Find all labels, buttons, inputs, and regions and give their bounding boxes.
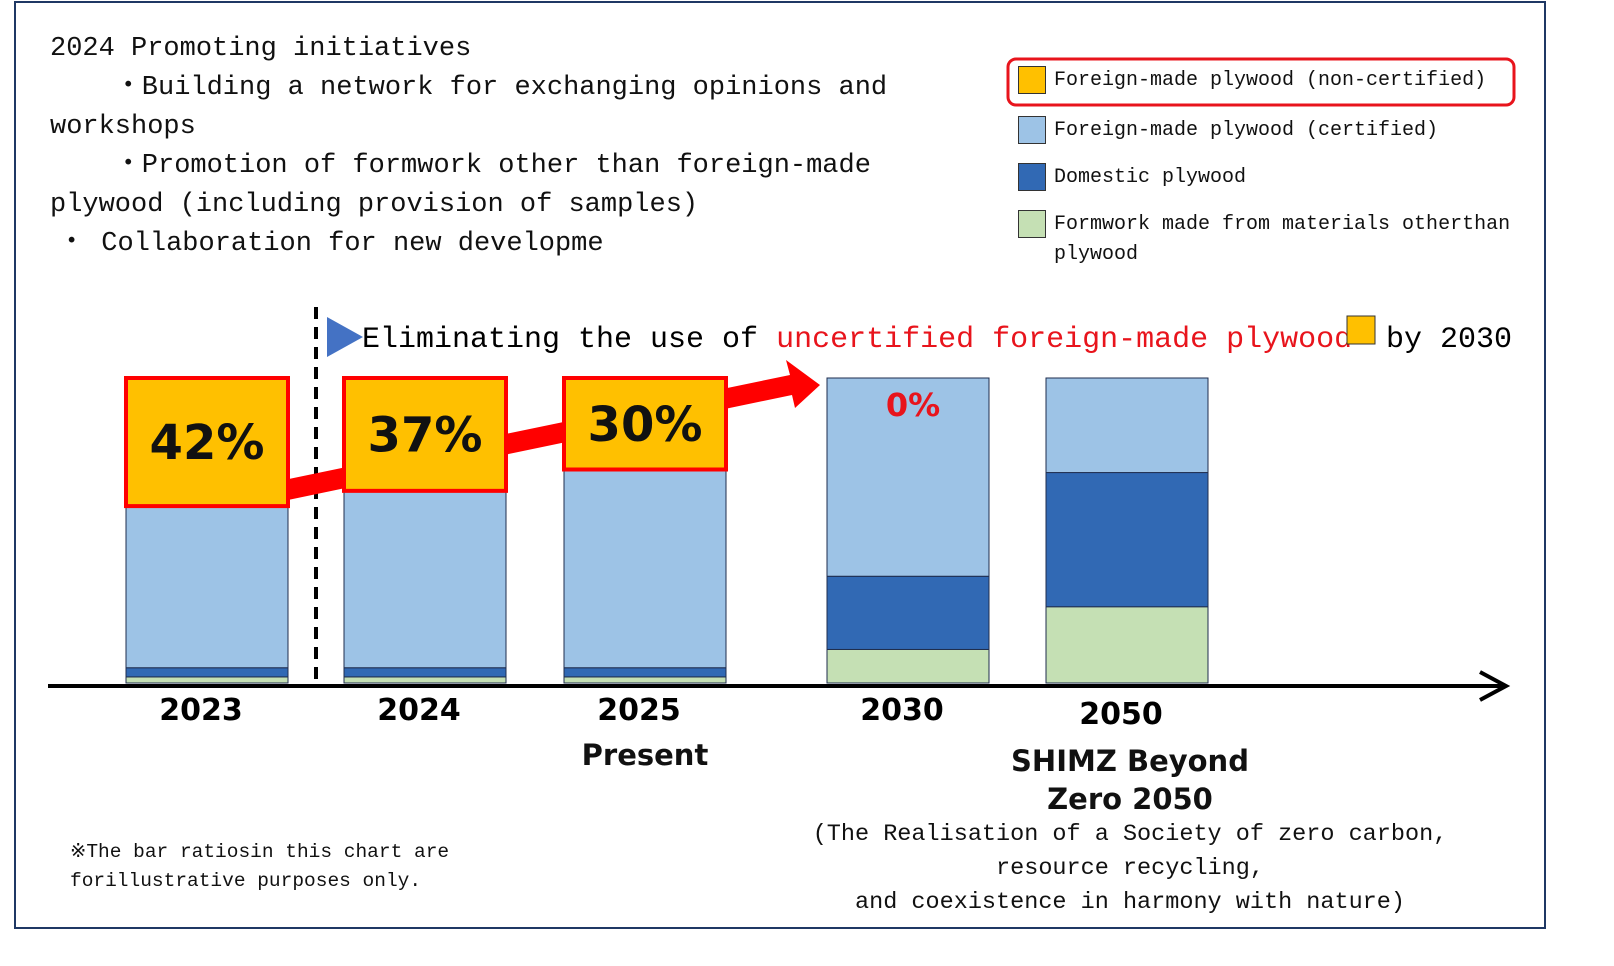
- legend-swatch: [1018, 163, 1046, 191]
- x-tick-label: 2030: [860, 693, 944, 728]
- headline-suffix: by 2030: [1386, 323, 1512, 357]
- note: ・ Collaboration for new developme: [58, 229, 604, 259]
- bar-segment: [826, 377, 990, 577]
- data-label: 30%: [588, 397, 703, 453]
- goal-detail: (The Realisation of a Society of zero ca…: [780, 818, 1480, 920]
- bar-segment: [343, 676, 507, 684]
- frame: [14, 1, 1546, 929]
- bar-segment: [125, 667, 289, 678]
- data-label: 37%: [368, 407, 483, 463]
- bar-segment: [343, 490, 507, 669]
- x-tick-label: 2050: [1079, 697, 1163, 732]
- legend-label: Formwork made from materials otherthan p…: [1054, 213, 1511, 266]
- note: 2024 Promoting initiatives: [50, 34, 472, 64]
- goal-detail-line: and coexistence in harmony with nature): [855, 889, 1405, 916]
- notes: 2024 Promoting initiatives ・Building a n…: [50, 30, 990, 264]
- legend-item: Domestic plywood: [1018, 163, 1518, 193]
- bar-segment: [563, 676, 727, 684]
- headline: Eliminating the use of uncertified forei…: [362, 323, 1352, 357]
- bar-segment: [1045, 472, 1209, 608]
- headline-prefix: Eliminating the use of: [362, 323, 776, 357]
- headline-swatch: [1346, 315, 1376, 345]
- bar-segment: [563, 667, 727, 678]
- headline-highlight: uncertified foreign-made plywood: [776, 323, 1352, 357]
- legend-item: Formwork made from materials otherthan p…: [1018, 210, 1518, 270]
- note: ・Building a network for exchanging opini…: [50, 73, 888, 142]
- bar-segment: [343, 667, 507, 678]
- legend-item: Foreign-made plywood (non-certified): [1018, 66, 1518, 96]
- note: ・Promotion of formwork other than foreig…: [50, 151, 871, 220]
- legend-highlight: [1006, 57, 1516, 107]
- bar-segment: [563, 469, 727, 669]
- bar-segment: [826, 648, 990, 684]
- x-tick-label: 2024: [377, 693, 461, 728]
- legend-label: Foreign-made plywood (non-certified): [1054, 69, 1487, 92]
- x-tick-label: 2023: [159, 693, 243, 728]
- data-label: 0%: [886, 386, 940, 424]
- bar-segment: [342, 376, 508, 493]
- legend-swatch: [1018, 66, 1046, 94]
- legend-label: Foreign-made plywood (certified): [1054, 119, 1439, 142]
- x-tick-label: 2025: [597, 693, 681, 728]
- present-label: Present: [581, 738, 709, 772]
- goal-label: SHIMZ Beyond Zero 2050: [1011, 744, 1249, 816]
- bar-segment: [125, 676, 289, 684]
- legend-swatch: [1018, 210, 1046, 238]
- headline-marker: [327, 317, 363, 357]
- footnote: ※The bar ratiosin this chart are forillu…: [70, 841, 450, 892]
- goal-detail-line: resource recycling,: [996, 855, 1264, 882]
- legend-swatch: [1018, 116, 1046, 144]
- x-axis-arrow: [1479, 670, 1511, 702]
- legend-item: Foreign-made plywood (certified): [1018, 116, 1518, 146]
- goal-detail-line: (The Realisation of a Society of zero ca…: [812, 821, 1448, 848]
- bar-segment: [1045, 377, 1209, 474]
- legend-label: Domestic plywood: [1054, 166, 1247, 189]
- bar-segment: [1045, 606, 1209, 684]
- bar-segment: [562, 376, 728, 472]
- data-label: 42%: [150, 415, 265, 471]
- bar-segment: [826, 575, 990, 650]
- bar-segment: [125, 505, 289, 669]
- bar-segment: [124, 376, 290, 509]
